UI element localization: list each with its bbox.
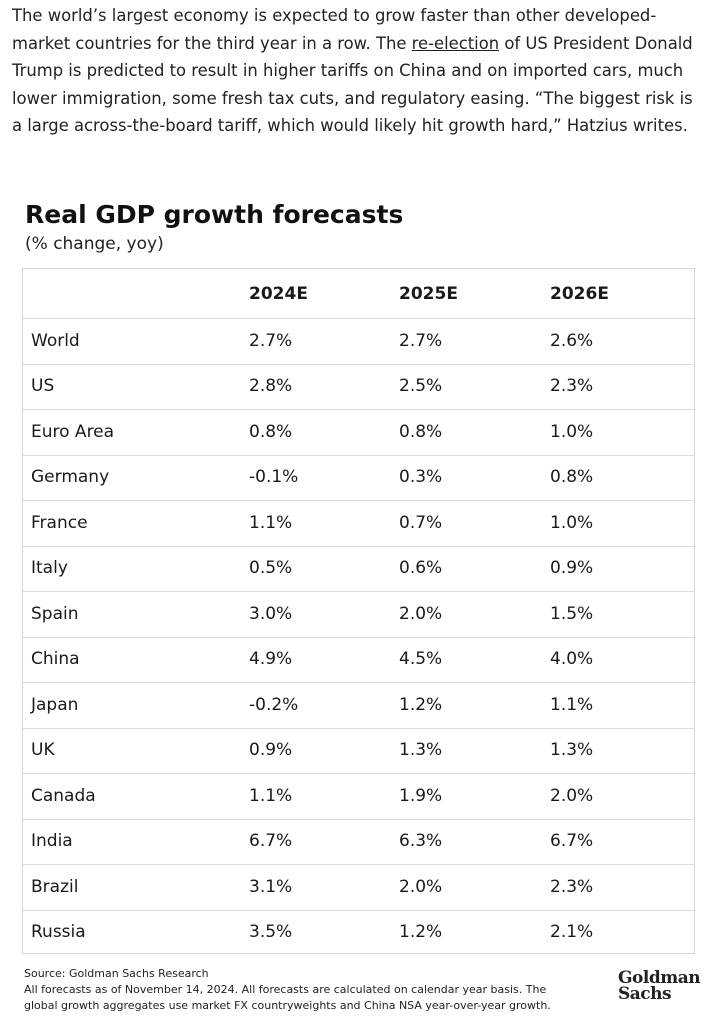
table-cell: 1.1% xyxy=(249,512,293,533)
table-cell: 0.8% xyxy=(249,421,293,442)
row-divider xyxy=(23,545,694,547)
table-cell: 0.7% xyxy=(399,512,443,533)
row-divider xyxy=(23,864,694,865)
row-label: France xyxy=(31,512,88,533)
row-divider xyxy=(23,682,694,683)
table-cell: 1.3% xyxy=(550,740,594,761)
table-cell: 4.0% xyxy=(550,649,594,670)
row-divider xyxy=(23,363,694,365)
table-cell: 0.5% xyxy=(249,558,293,579)
table-cell: 1.9% xyxy=(399,785,443,806)
table-cell: 2.3% xyxy=(550,876,594,897)
table-cell: 4.9% xyxy=(249,649,293,670)
row-divider xyxy=(23,727,694,729)
paragraph-text: The world’s largest economy is expected … xyxy=(12,6,657,53)
table-cell: 2.6% xyxy=(550,330,594,351)
logo-text: Sachs xyxy=(618,984,672,1004)
table-cell: 0.9% xyxy=(550,558,594,579)
table-cell: 1.1% xyxy=(249,785,293,806)
row-label: Italy xyxy=(31,558,68,579)
table-cell: 6.7% xyxy=(249,831,293,852)
row-label: Canada xyxy=(31,785,96,806)
table-cell: 0.3% xyxy=(399,467,443,488)
logo: Goldman Sachs xyxy=(618,968,701,1004)
table-cell: 2.0% xyxy=(399,876,443,897)
row-divider xyxy=(23,591,694,592)
table-cell: 2.3% xyxy=(550,376,594,397)
table-cell: -0.1% xyxy=(249,467,299,488)
table-cell: -0.2% xyxy=(249,694,299,715)
column-header: 2024E xyxy=(249,283,308,304)
row-divider xyxy=(23,409,694,410)
row-label: Euro Area xyxy=(31,421,115,442)
row-divider xyxy=(23,500,694,501)
figure-title: Real GDP growth forecasts xyxy=(25,200,404,229)
row-divider xyxy=(23,318,694,319)
figure-subtitle: (% change, yoy) xyxy=(25,234,164,254)
column-header: 2026E xyxy=(550,283,609,304)
table-cell: 6.3% xyxy=(399,831,443,852)
row-label: World xyxy=(31,330,80,351)
article-paragraph: The world’s largest economy is expected … xyxy=(12,2,702,140)
article-link[interactable]: re-election xyxy=(411,33,500,53)
table-cell: 1.0% xyxy=(550,512,594,533)
table-cell: 3.0% xyxy=(249,603,293,624)
table-cell: 2.5% xyxy=(399,376,443,397)
paragraph-text: of US President Donald Trump is predicte… xyxy=(12,33,693,136)
forecast-table: 2024E 2025E 2026E World 2.7% 2.7% 2.6% US 2.8% 2.… xyxy=(22,268,695,954)
source-note: Source: Goldman Sachs Research xyxy=(24,967,209,980)
row-label: Germany xyxy=(31,467,110,488)
row-label: Brazil xyxy=(31,876,79,897)
table-cell: 2.0% xyxy=(550,785,594,806)
column-header: 2025E xyxy=(399,283,458,304)
table-cell: 0.9% xyxy=(249,740,293,761)
row-divider xyxy=(23,773,694,774)
row-label: China xyxy=(31,649,80,670)
row-label: India xyxy=(31,831,73,852)
logo-text: Goldman xyxy=(618,968,701,988)
row-label: US xyxy=(31,376,55,397)
table-cell: 3.5% xyxy=(249,922,293,943)
table-cell: 0.8% xyxy=(550,467,594,488)
table-cell: 2.0% xyxy=(399,603,443,624)
table-cell: 1.2% xyxy=(399,694,443,715)
table-cell: 2.1% xyxy=(550,922,594,943)
table-cell: 2.8% xyxy=(249,376,293,397)
row-divider xyxy=(23,454,694,456)
table-cell: 1.3% xyxy=(399,740,443,761)
row-label: UK xyxy=(31,740,55,761)
row-label: Japan xyxy=(31,694,79,715)
row-divider xyxy=(23,909,694,911)
row-label: Spain xyxy=(31,603,79,624)
table-cell: 2.7% xyxy=(249,330,293,351)
table-cell: 1.2% xyxy=(399,922,443,943)
row-label: Russia xyxy=(31,922,86,943)
table-cell: 1.0% xyxy=(550,421,594,442)
footnote: All forecasts as of November 14, 2024. A… xyxy=(24,983,547,996)
table-cell: 4.5% xyxy=(399,649,443,670)
table-cell: 2.7% xyxy=(399,330,443,351)
row-divider xyxy=(23,636,694,638)
table-cell: 3.1% xyxy=(249,876,293,897)
table-cell: 6.7% xyxy=(550,831,594,852)
footnote: global growth aggregates use market FX c… xyxy=(24,999,551,1012)
table-cell: 0.6% xyxy=(399,558,443,579)
table-cell: 1.1% xyxy=(550,694,594,715)
row-divider xyxy=(23,818,694,820)
table-cell: 1.5% xyxy=(550,603,594,624)
table-cell: 0.8% xyxy=(399,421,443,442)
